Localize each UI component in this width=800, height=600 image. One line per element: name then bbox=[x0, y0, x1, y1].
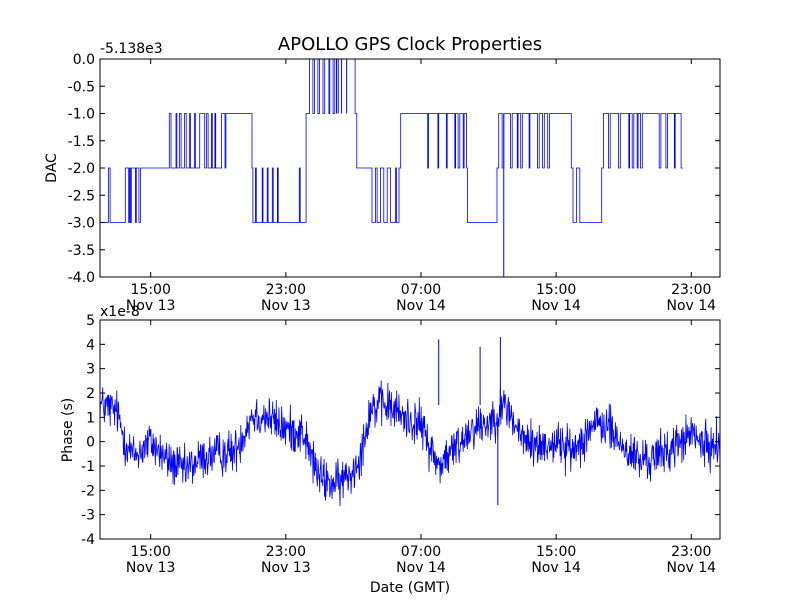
x-tick-date: Nov 13 bbox=[261, 560, 311, 576]
figure-title: APOLLO GPS Clock Properties bbox=[278, 34, 542, 55]
x-tick-time: 15:00 bbox=[536, 544, 576, 560]
y-tick-label: -1 bbox=[81, 459, 95, 475]
x-tick-date: Nov 13 bbox=[126, 298, 176, 314]
phase-line bbox=[100, 380, 720, 507]
y-tick-label: 3 bbox=[86, 362, 95, 378]
phase-y-axis-label: Phase (s) bbox=[60, 398, 76, 462]
y-tick-label: -2 bbox=[81, 483, 95, 499]
phase-axes-frame bbox=[99, 319, 721, 540]
series-clip-group bbox=[100, 337, 720, 507]
dac-series bbox=[100, 59, 683, 277]
y-tick-label: -3.5 bbox=[68, 243, 95, 259]
y-tick-label: -4.0 bbox=[68, 270, 95, 286]
x-tick-time: 23:00 bbox=[671, 544, 711, 560]
x-tick-time: 07:00 bbox=[401, 282, 441, 298]
y-tick-label: -4 bbox=[81, 532, 95, 548]
phase-offset-text: x1e-8 bbox=[100, 304, 140, 320]
x-tick-date: Nov 14 bbox=[666, 560, 716, 576]
y-tick-label: -3.0 bbox=[68, 216, 95, 232]
x-tick-time: 15:00 bbox=[536, 282, 576, 298]
y-tick-label: -1.5 bbox=[68, 134, 95, 150]
dac-offset-text: -5.138e3 bbox=[100, 41, 163, 57]
y-tick-label: 0 bbox=[86, 435, 95, 451]
y-tick-label: 5 bbox=[86, 313, 95, 329]
x-tick-time: 23:00 bbox=[671, 282, 711, 298]
x-tick-time: 07:00 bbox=[401, 544, 441, 560]
y-tick-label: 2 bbox=[86, 386, 95, 402]
y-tick-label: 0.0 bbox=[73, 52, 95, 68]
x-tick-time: 23:00 bbox=[266, 282, 306, 298]
x-tick-date: Nov 14 bbox=[396, 298, 446, 314]
y-tick-label: -3 bbox=[81, 508, 95, 524]
x-tick-date: Nov 13 bbox=[126, 560, 176, 576]
y-tick-label: -0.5 bbox=[68, 79, 95, 95]
x-tick-date: Nov 14 bbox=[396, 560, 446, 576]
y-tick-label: 4 bbox=[86, 337, 95, 353]
y-tick-label: -1.0 bbox=[68, 107, 95, 123]
dac-panel: 0.0 -0.5 -1.0 -1.5 -2.0 -2.5 -3.0 -3.5 -4.0 15:00… bbox=[44, 41, 721, 314]
x-tick-time: 23:00 bbox=[266, 544, 306, 560]
dac-step-line bbox=[100, 59, 683, 223]
y-tick-label: 1 bbox=[86, 410, 95, 426]
phase-series bbox=[100, 337, 720, 507]
x-axis-label: Date (GMT) bbox=[370, 580, 450, 596]
x-tick-date: Nov 14 bbox=[531, 298, 581, 314]
x-tick-time: 15:00 bbox=[131, 282, 171, 298]
dac-ticks: 0.0 -0.5 -1.0 -1.5 -2.0 -2.5 -3.0 -3.5 -4.0 15:00… bbox=[68, 52, 720, 314]
x-tick-date: Nov 13 bbox=[261, 298, 311, 314]
x-tick-date: Nov 14 bbox=[531, 560, 581, 576]
y-tick-label: -2.5 bbox=[68, 188, 95, 204]
x-tick-time: 15:00 bbox=[131, 544, 171, 560]
dac-y-axis-label: DAC bbox=[44, 153, 60, 183]
series-clip-group bbox=[100, 59, 683, 277]
x-tick-date: Nov 14 bbox=[666, 298, 716, 314]
y-tick-label: -2.0 bbox=[68, 161, 95, 177]
